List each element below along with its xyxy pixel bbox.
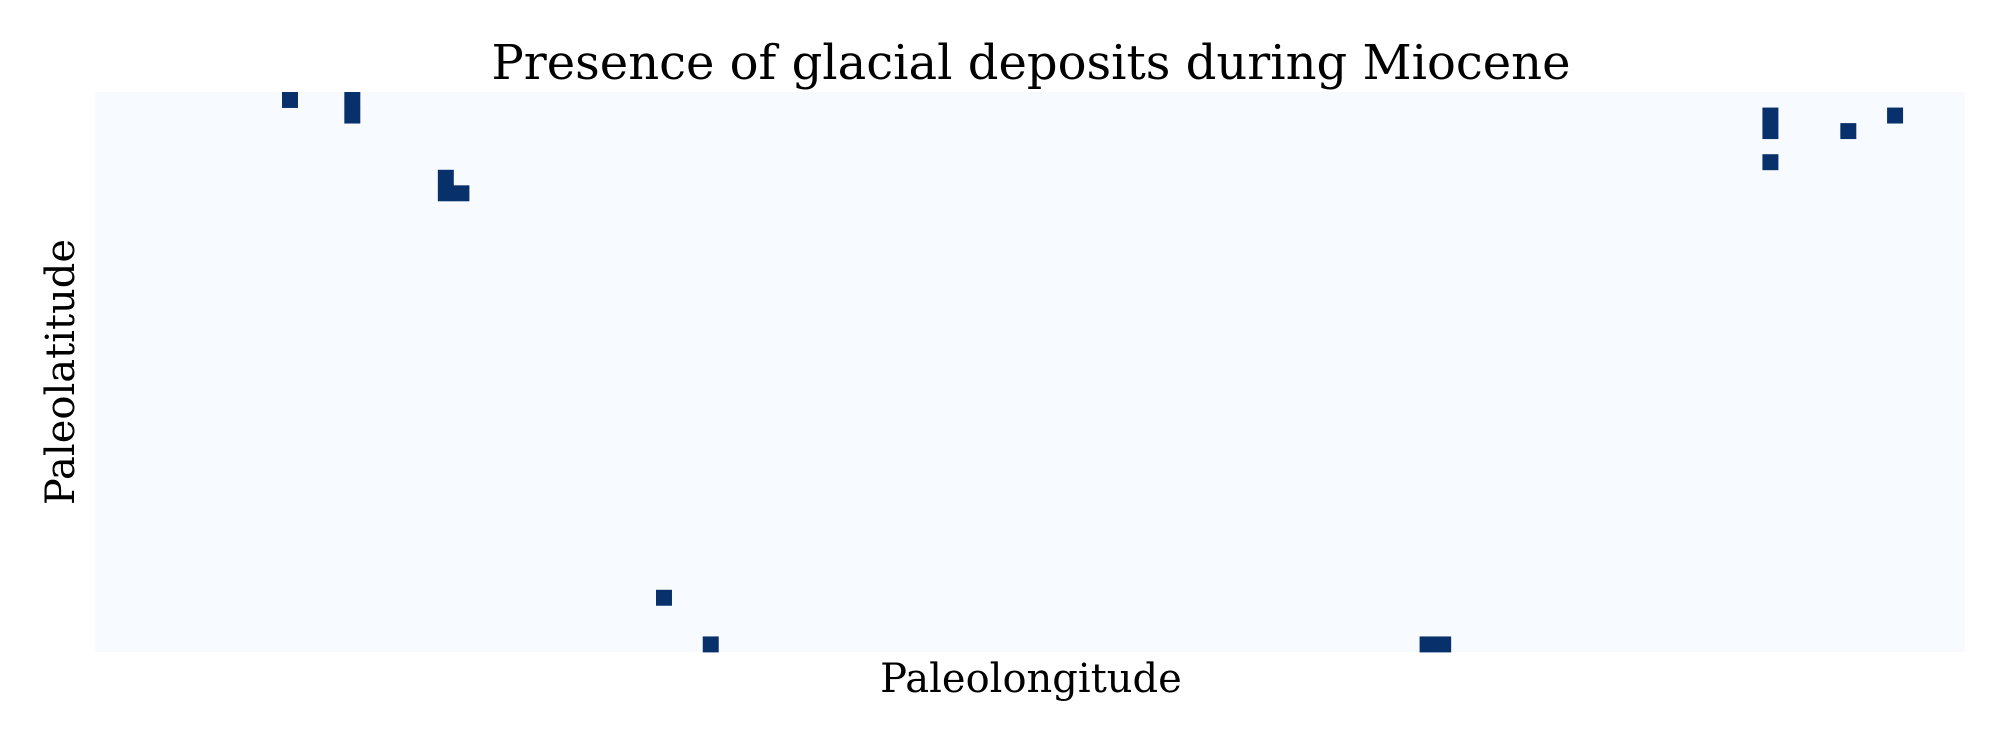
y-axis-label: Paleolatitude [38,239,84,505]
heatmap-cell-present-0 [282,92,298,108]
heatmap-cell-present-6 [656,589,672,606]
heatmap-background [95,92,1965,652]
heatmap-cells [282,92,1904,653]
heatmap-cell-present-3 [437,169,454,186]
heatmap-cell-present-9 [1435,636,1452,653]
heatmap-cell-present-1 [344,92,361,108]
heatmap-cell-present-4 [437,185,454,202]
heatmap-cell-present-11 [1762,123,1779,140]
heatmap-cell-present-12 [1762,154,1779,171]
heatmap-cell-present-10 [1762,107,1779,124]
heatmap-cell-present-5 [453,185,470,202]
heatmap-cell-present-13 [1840,123,1857,140]
heatmap-plot-area [95,92,1965,653]
x-axis-label: Paleolongitude [880,656,1182,702]
heatmap-cell-present-8 [1419,636,1436,653]
chart-title: Presence of glacial deposits during Mioc… [492,35,1571,91]
heatmap-cell-present-2 [344,107,361,124]
heatmap-cell-present-7 [702,636,719,653]
heatmap-cell-present-14 [1887,107,1904,124]
